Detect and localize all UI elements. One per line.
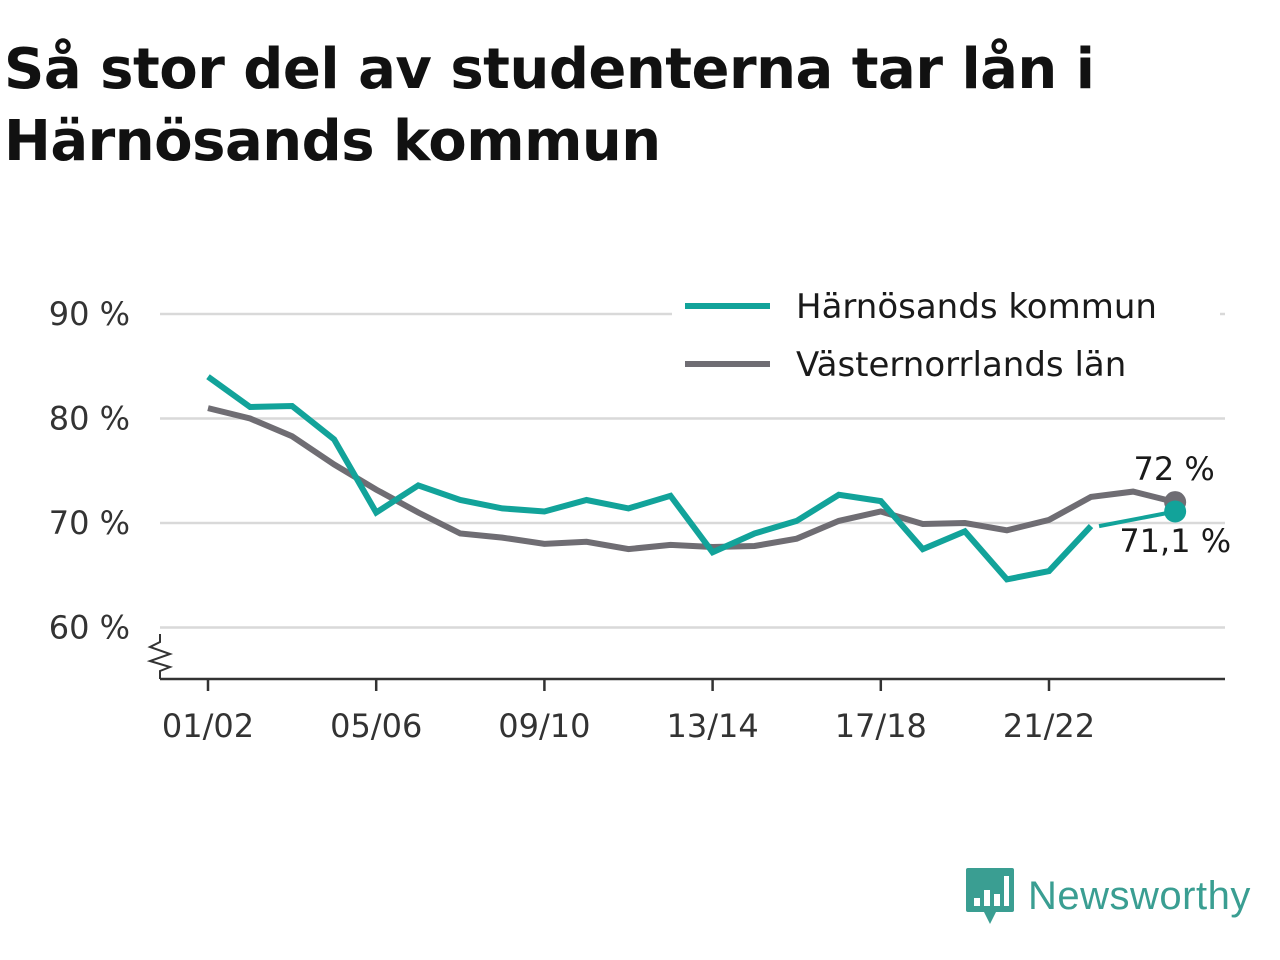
x-tick-label: 01/02	[162, 707, 254, 745]
series-line-harnosand	[206, 374, 1094, 583]
newsworthy-brand[interactable]: Newsworthy	[964, 864, 1251, 928]
legend: Härnösands kommun Västernorrlands län	[672, 282, 1220, 392]
x-tick-label: 17/18	[835, 707, 927, 745]
y-tick-label: 90 %	[49, 295, 130, 333]
end-value-label-vasternorrland: 72 %	[1134, 450, 1215, 488]
y-tick-label: 60 %	[49, 609, 130, 647]
legend-label: Härnösands kommun	[796, 287, 1157, 327]
y-tick-label: 80 %	[49, 400, 130, 438]
y-axis-break	[146, 634, 174, 679]
end-markers: 72 % 71,1 %	[1119, 450, 1231, 560]
end-value-label-harnosand: 71,1 %	[1119, 522, 1231, 560]
x-tick-label: 21/22	[1003, 707, 1095, 745]
series-lines	[206, 374, 1176, 583]
x-tick-label: 09/10	[498, 707, 590, 745]
axes: 60 % 70 % 80 % 90 % 01/02 05/06 09/10 13/14 17/1…	[49, 295, 1225, 745]
legend-background	[672, 282, 1220, 392]
legend-label: Västernorrlands län	[796, 345, 1126, 385]
newsworthy-logo-icon	[966, 868, 1014, 924]
x-tick-label: 13/14	[666, 707, 758, 745]
chart-title: Så stor del av studenterna tar lån i Här…	[4, 37, 1095, 174]
series-line-vasternorrland	[207, 405, 1176, 553]
end-marker-harnosand	[1164, 500, 1187, 523]
brand-name: Newsworthy	[1028, 873, 1251, 918]
y-tick-label: 70 %	[49, 504, 130, 542]
x-tick-label: 05/06	[330, 707, 422, 745]
series-gap-connector	[1098, 509, 1176, 529]
